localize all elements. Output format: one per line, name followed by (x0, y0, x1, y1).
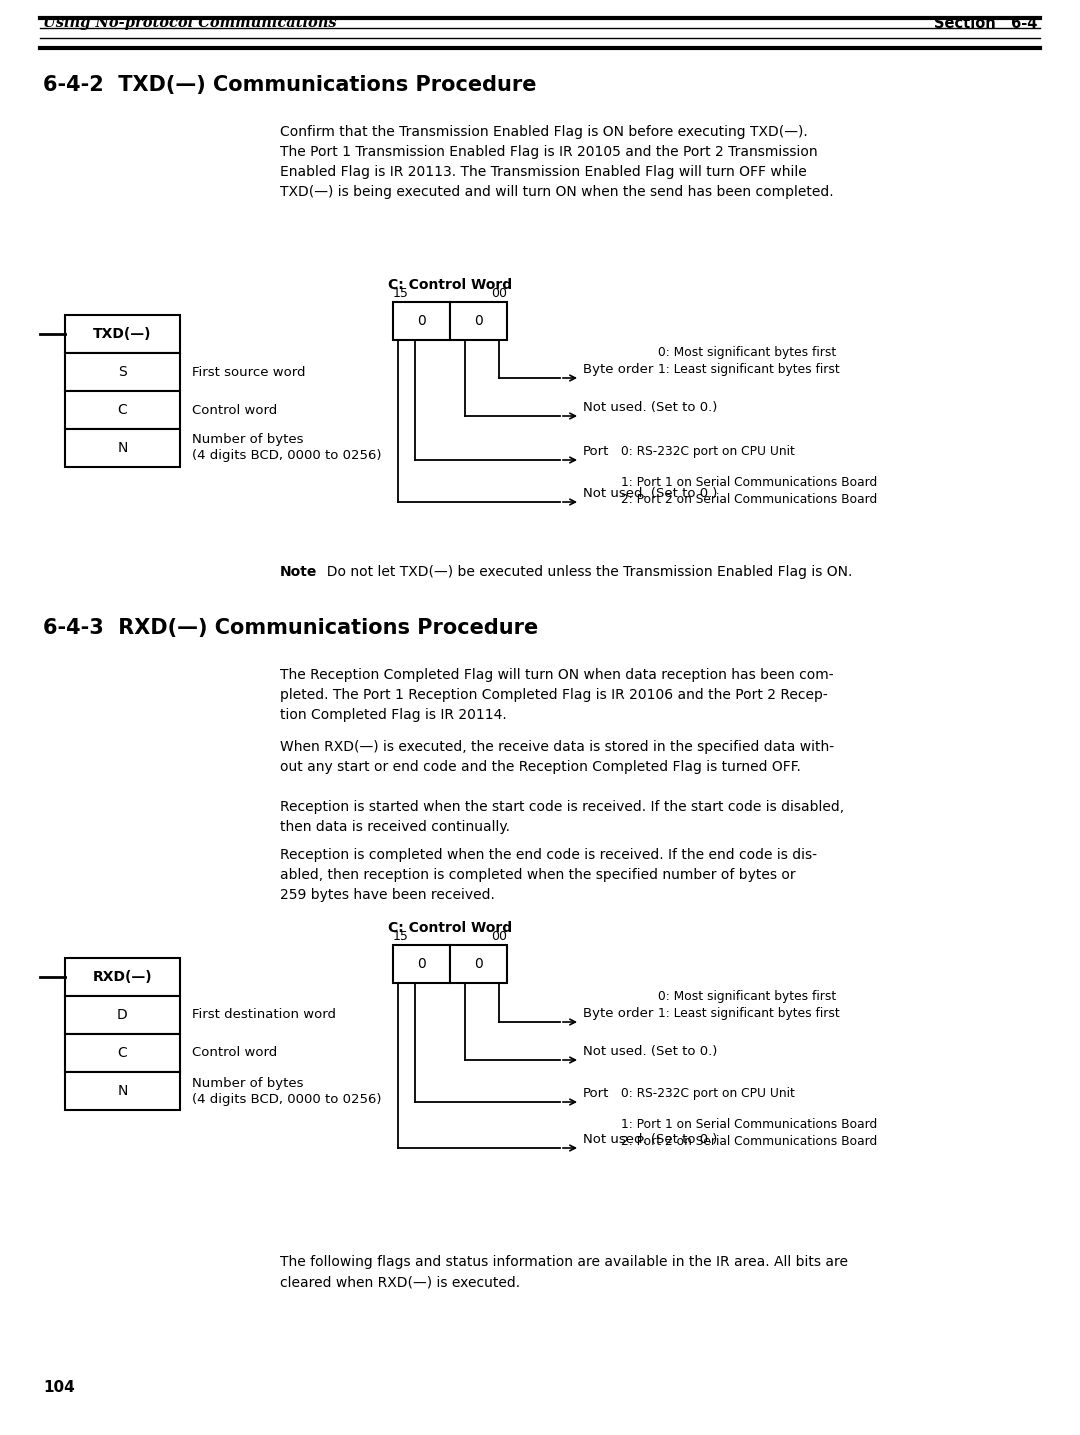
Text: 00: 00 (491, 287, 507, 300)
Text: D: D (117, 1007, 127, 1022)
Text: 6-4-3  RXD(—) Communications Procedure: 6-4-3 RXD(—) Communications Procedure (43, 618, 538, 639)
Text: Not used. (Set to 0.): Not used. (Set to 0.) (583, 1134, 717, 1147)
Bar (393, 946, 450, 983)
Text: C: Control Word: C: Control Word (388, 278, 512, 291)
Bar (393, 301, 450, 340)
Bar (450, 946, 507, 983)
Bar (65, 1035, 180, 1072)
Text: Port: Port (583, 1086, 609, 1101)
Text: 0: Most significant bytes first
1: Least significant bytes first: 0: Most significant bytes first 1: Least… (658, 346, 840, 376)
Text: TXD(—): TXD(—) (93, 327, 152, 342)
Text: Reception is started when the start code is received. If the start code is disab: Reception is started when the start code… (280, 799, 845, 834)
Text: 0: RS-232C port on CPU Unit: 0: RS-232C port on CPU Unit (621, 1086, 795, 1101)
Text: When RXD(—) is executed, the receive data is stored in the specified data with-
: When RXD(—) is executed, the receive dat… (280, 740, 834, 773)
Text: N: N (118, 1083, 127, 1098)
Text: 0: RS-232C port on CPU Unit: 0: RS-232C port on CPU Unit (621, 445, 795, 458)
Text: 6-4-2  TXD(—) Communications Procedure: 6-4-2 TXD(—) Communications Procedure (43, 75, 537, 95)
Text: Control word: Control word (192, 1046, 278, 1059)
Bar (65, 959, 180, 996)
Text: First source word: First source word (192, 366, 306, 379)
Text: Not used. (Set to 0.): Not used. (Set to 0.) (583, 486, 717, 499)
Text: RXD(—): RXD(—) (93, 970, 152, 984)
Text: 15: 15 (393, 287, 409, 300)
Text: Port: Port (583, 445, 609, 458)
Text: S: S (118, 364, 126, 379)
Bar (450, 301, 507, 340)
Text: The following flags and status information are available in the IR area. All bit: The following flags and status informati… (280, 1256, 848, 1289)
Text: 0: 0 (417, 314, 426, 329)
Text: Byte order: Byte order (583, 363, 653, 376)
Text: 1: Port 1 on Serial Communications Board
2: Port 2 on Serial Communications Boar: 1: Port 1 on Serial Communications Board… (621, 476, 877, 507)
Text: Byte order: Byte order (583, 1007, 653, 1020)
Text: Number of bytes
(4 digits BCD, 0000 to 0256): Number of bytes (4 digits BCD, 0000 to 0… (192, 433, 381, 462)
Text: Number of bytes
(4 digits BCD, 0000 to 0256): Number of bytes (4 digits BCD, 0000 to 0… (192, 1076, 381, 1105)
Text: Note: Note (280, 565, 318, 578)
Text: First destination word: First destination word (192, 1009, 336, 1022)
Text: Not used. (Set to 0.): Not used. (Set to 0.) (583, 1045, 717, 1058)
Text: Do not let TXD(—) be executed unless the Transmission Enabled Flag is ON.: Do not let TXD(—) be executed unless the… (318, 565, 852, 578)
Text: The Reception Completed Flag will turn ON when data reception has been com-
plet: The Reception Completed Flag will turn O… (280, 669, 834, 722)
Bar (65, 1072, 180, 1111)
Text: Not used. (Set to 0.): Not used. (Set to 0.) (583, 400, 717, 415)
Text: 1: Port 1 on Serial Communications Board
2: Port 2 on Serial Communications Boar: 1: Port 1 on Serial Communications Board… (621, 1118, 877, 1148)
Text: Using No-protocol Communications: Using No-protocol Communications (43, 16, 337, 30)
Text: 0: Most significant bytes first
1: Least significant bytes first: 0: Most significant bytes first 1: Least… (658, 990, 840, 1020)
Text: C: C (118, 403, 127, 418)
Text: 0: 0 (474, 957, 483, 971)
Bar (65, 316, 180, 353)
Text: Confirm that the Transmission Enabled Flag is ON before executing TXD(—).
The Po: Confirm that the Transmission Enabled Fl… (280, 125, 834, 199)
Text: N: N (118, 441, 127, 455)
Text: C: Control Word: C: Control Word (388, 921, 512, 936)
Text: 15: 15 (393, 930, 409, 943)
Text: 0: 0 (474, 314, 483, 329)
Text: 00: 00 (491, 930, 507, 943)
Text: Reception is completed when the end code is received. If the end code is dis-
ab: Reception is completed when the end code… (280, 848, 816, 903)
Text: 104: 104 (43, 1380, 75, 1395)
Bar (65, 390, 180, 429)
Bar (65, 353, 180, 390)
Text: C: C (118, 1046, 127, 1060)
Text: Section   6-4: Section 6-4 (933, 16, 1037, 30)
Bar (65, 429, 180, 466)
Text: 0: 0 (417, 957, 426, 971)
Bar (65, 996, 180, 1035)
Text: Control word: Control word (192, 403, 278, 416)
